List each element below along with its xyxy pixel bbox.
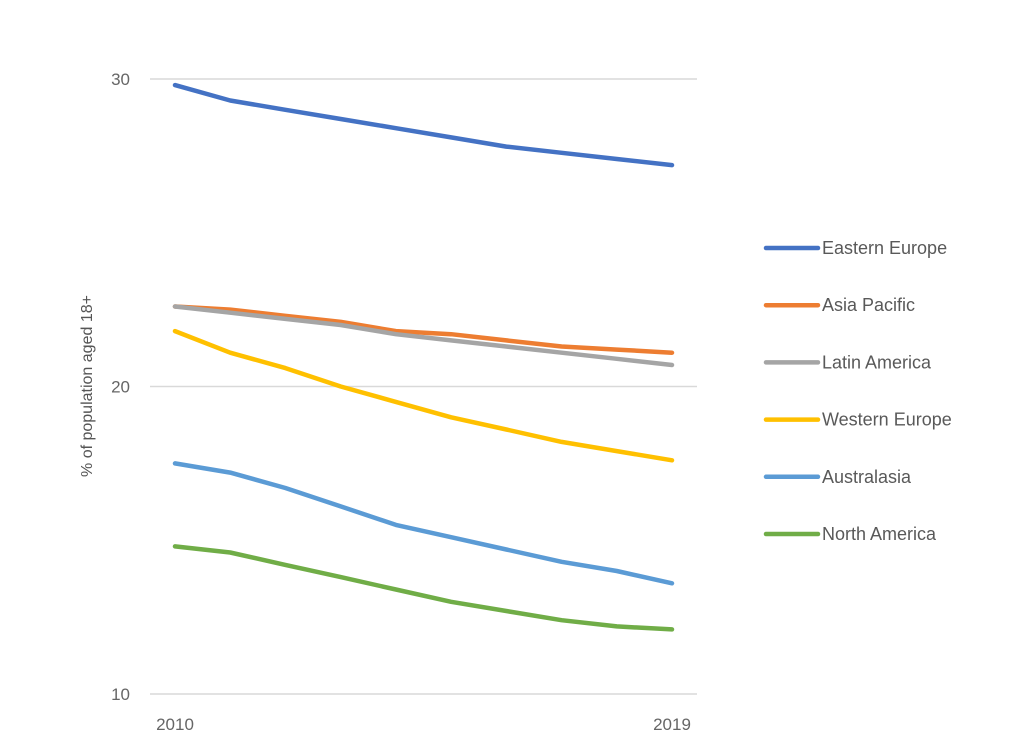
series-line-eastern-europe	[172, 82, 675, 168]
series-line-latin-america	[172, 304, 675, 368]
gridlines	[150, 78, 697, 695]
legend-label: Latin America	[822, 352, 932, 372]
plot-area	[172, 82, 675, 632]
legend-item: North America	[763, 524, 937, 544]
y-axis-title: % of population aged 18+	[79, 295, 96, 477]
series-line-australasia	[172, 461, 675, 586]
legend-item: Latin America	[763, 352, 932, 372]
y-tick-label: 20	[111, 378, 130, 397]
legend-item: Eastern Europe	[763, 238, 947, 258]
legend-item: Australasia	[763, 467, 912, 487]
legend-label: Australasia	[822, 467, 912, 487]
legend-label: Western Europe	[822, 410, 952, 430]
legend-label: Eastern Europe	[822, 238, 947, 258]
legend: Eastern Europe Asia Pacific Latin America W…	[763, 238, 952, 544]
y-tick-label: 30	[111, 70, 130, 89]
legend-item: Asia Pacific	[763, 295, 915, 315]
legend-label: Asia Pacific	[822, 295, 915, 315]
y-tick-label: 10	[111, 685, 130, 704]
series-line-north-america	[172, 544, 675, 632]
axes: % of population aged 18+ 10 20 30 2010 2019	[79, 70, 691, 734]
series-line-western-europe	[172, 328, 675, 463]
x-tick-label: 2019	[653, 715, 691, 734]
legend-item: Western Europe	[763, 410, 952, 430]
legend-label: North America	[822, 524, 937, 544]
x-tick-label: 2010	[156, 715, 194, 734]
series-line-asia-pacific	[172, 304, 675, 355]
